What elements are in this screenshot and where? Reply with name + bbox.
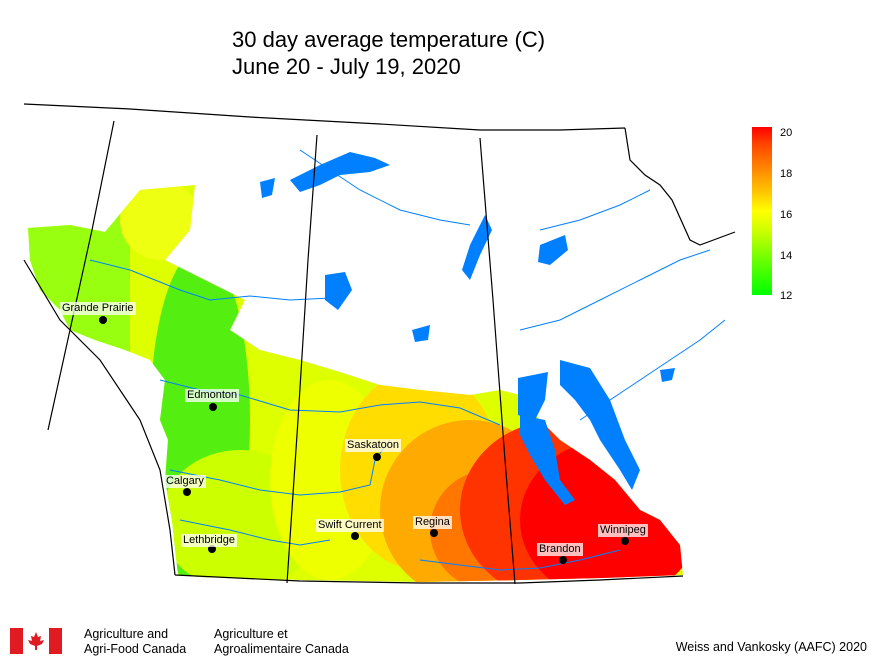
city-label-grande-prairie: Grande Prairie xyxy=(60,302,136,315)
title-line-2: June 20 - July 19, 2020 xyxy=(232,54,461,79)
legend-tick-12: 12 xyxy=(780,290,793,302)
map-title: 30 day average temperature (C) June 20 -… xyxy=(232,26,545,80)
city-label-regina: Regina xyxy=(413,516,452,529)
city-marker-brandon xyxy=(559,556,567,564)
legend-tick-20: 20 xyxy=(780,127,793,139)
city-label-calgary: Calgary xyxy=(164,475,206,488)
city-marker-saskatoon xyxy=(373,453,381,461)
city-marker-calgary xyxy=(183,488,191,496)
city-label-edmonton: Edmonton xyxy=(185,389,240,402)
city-markers xyxy=(99,316,629,564)
legend-tick-14: 14 xyxy=(780,250,793,262)
dept-fr-line-2: Agroalimentaire Canada xyxy=(214,642,349,656)
credit-text: Weiss and Vankosky (AAFC) 2020 xyxy=(675,640,867,654)
dept-en-line-2: Agri-Food Canada xyxy=(84,642,187,656)
temperature-legend-bar xyxy=(752,127,772,295)
legend-tick-18: 18 xyxy=(780,168,793,180)
legend-tick-16: 16 xyxy=(780,209,793,221)
province-borders xyxy=(23,103,736,585)
dept-fr-line-1: Agriculture et xyxy=(214,627,288,641)
title-line-1: 30 day average temperature (C) xyxy=(232,27,546,52)
lakes xyxy=(260,152,675,505)
city-label-lethbridge: Lethbridge xyxy=(181,534,237,547)
department-name-french: Agriculture et Agroalimentaire Canada xyxy=(214,627,349,657)
city-label-swift-current: Swift Current xyxy=(316,519,384,532)
city-marker-winnipeg xyxy=(621,537,629,545)
city-label-brandon: Brandon xyxy=(537,543,583,556)
dept-en-line-1: Agriculture and xyxy=(84,627,169,641)
city-marker-lethbridge xyxy=(208,545,216,553)
city-marker-regina xyxy=(430,529,438,537)
temperature-field xyxy=(28,185,683,582)
canada-flag-icon xyxy=(10,628,62,654)
city-marker-grande-prairie xyxy=(99,316,107,324)
city-marker-edmonton xyxy=(209,403,217,411)
department-name-english: Agriculture and Agri-Food Canada xyxy=(84,627,186,657)
city-marker-swift-current xyxy=(351,532,359,540)
city-label-saskatoon: Saskatoon xyxy=(345,439,401,452)
city-label-winnipeg: Winnipeg xyxy=(598,524,648,537)
